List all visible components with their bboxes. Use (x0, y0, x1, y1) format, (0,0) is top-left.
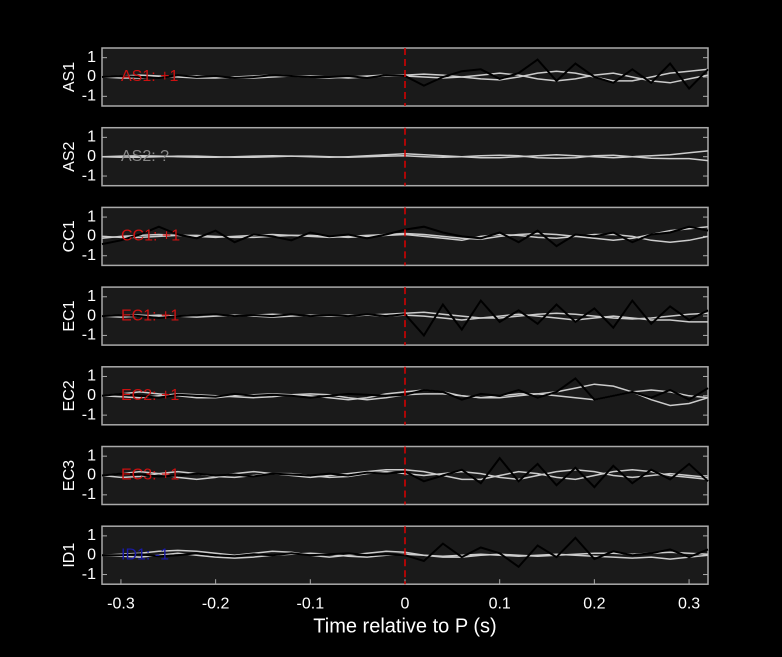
y-tick-label: 1 (87, 288, 96, 305)
panel-annotation: CC1: +1 (121, 228, 180, 245)
x-tick-label: -0.1 (297, 595, 325, 612)
y-tick-label: -1 (82, 486, 96, 503)
x-tick-label: 0.2 (583, 595, 605, 612)
y-tick-label: 1 (87, 368, 96, 385)
x-tick-label: -0.2 (202, 595, 230, 612)
x-axis-label: Time relative to P (s) (313, 615, 496, 637)
y-tick-label: -1 (82, 88, 96, 105)
y-tick-label: 1 (87, 129, 96, 146)
y-tick-label: 0 (87, 148, 96, 165)
panel-annotation: EC2: +1 (121, 387, 179, 404)
y-tick-label: 0 (87, 546, 96, 563)
y-axis-label: ID1 (61, 543, 78, 568)
y-axis-label: EC2 (61, 380, 78, 411)
panel-annotation: EC1: +1 (121, 307, 179, 324)
panel-annotation: AS2: ? (121, 148, 169, 165)
x-tick-label: 0.1 (489, 595, 511, 612)
y-tick-label: 1 (87, 527, 96, 544)
y-tick-label: -1 (82, 406, 96, 423)
y-tick-label: 0 (87, 307, 96, 324)
y-tick-label: -1 (82, 247, 96, 264)
y-tick-label: 1 (87, 49, 96, 66)
y-tick-label: 0 (87, 387, 96, 404)
y-tick-label: 0 (87, 68, 96, 85)
y-tick-label: -1 (82, 566, 96, 583)
y-tick-label: 1 (87, 447, 96, 464)
panel-annotation: EC3: +1 (121, 467, 179, 484)
y-tick-label: 1 (87, 208, 96, 225)
y-tick-label: 0 (87, 228, 96, 245)
y-tick-label: -1 (82, 167, 96, 184)
y-axis-label: EC3 (61, 460, 78, 491)
x-tick-label: 0.3 (678, 595, 700, 612)
x-tick-label: 0 (401, 595, 410, 612)
y-axis-label: CC1 (61, 220, 78, 252)
x-tick-label: -0.3 (107, 595, 135, 612)
y-axis-label: AS1 (61, 62, 78, 92)
y-tick-label: -1 (82, 327, 96, 344)
y-axis-label: AS2 (61, 141, 78, 171)
panel-annotation: AS1: +1 (121, 68, 178, 85)
y-axis-label: EC1 (61, 300, 78, 331)
y-tick-label: 0 (87, 467, 96, 484)
panel-annotation: ID1: -1 (121, 546, 169, 563)
